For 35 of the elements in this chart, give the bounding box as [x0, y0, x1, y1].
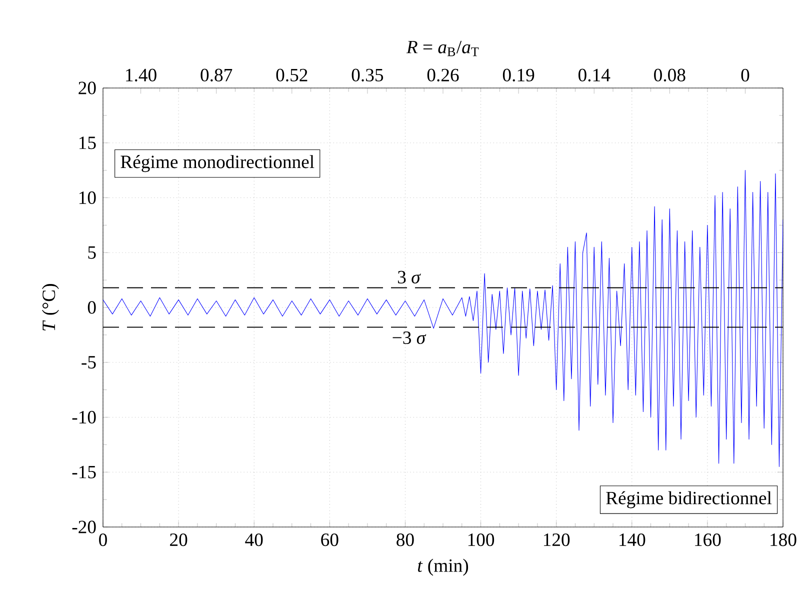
text: 0.52 [276, 68, 308, 82]
annotation: Régime bidirectionnel [606, 491, 772, 508]
y-tick-label: -15 [72, 466, 96, 478]
y-tick-label: -20 [72, 520, 96, 534]
y-tick-label: -5 [82, 356, 96, 369]
ref-line-label: 3 σ [398, 270, 421, 284]
x-tick-label: 120 [544, 533, 570, 546]
text: 0.08 [654, 68, 686, 82]
ref-line-label: −3 σ [392, 332, 426, 344]
y-tick-label: 15 [79, 136, 96, 150]
y-axis-title: T (°C) [42, 284, 59, 331]
text: 0.87 [200, 68, 232, 82]
text: 0.26 [427, 68, 459, 82]
text: 1.40 [126, 68, 156, 82]
text: 0.19 [502, 68, 534, 82]
text: 0.35 [352, 68, 384, 82]
x-tick-label: 20 [170, 533, 188, 546]
x-tick-label: 100 [468, 533, 494, 546]
x-tick-label: 80 [396, 533, 414, 546]
text: 0 [741, 68, 750, 82]
y-tick-label: -10 [72, 410, 96, 424]
x-axis-title: t (min) [418, 558, 468, 576]
y-tick-label: 5 [88, 246, 96, 259]
y-tick-label: 20 [78, 82, 96, 94]
x-tick-label: 180 [770, 533, 796, 546]
text: 0.14 [578, 68, 610, 82]
x-tick-label: 60 [321, 533, 338, 546]
x-tick-label: 0 [99, 533, 107, 546]
x-tick-label: 160 [695, 533, 721, 546]
x-tick-label: 140 [620, 533, 646, 546]
y-tick-label: 10 [79, 191, 96, 204]
x2-axis-title: R = a$_{B}$/a$_{T}$ [406, 40, 479, 56]
annotation: Régime monodirectionnel [120, 155, 314, 172]
y-tick-label: 0 [88, 301, 96, 314]
x-tick-label: 40 [245, 533, 263, 546]
